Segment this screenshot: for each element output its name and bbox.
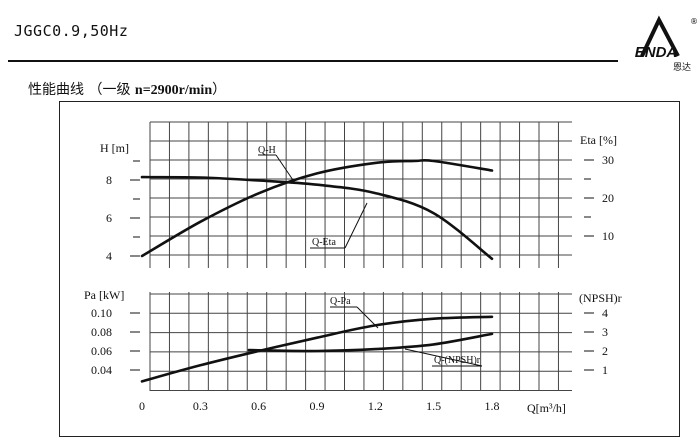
- curve-label-Q-H: Q-H: [258, 145, 276, 156]
- tick-label-Pa: 0.04: [91, 363, 112, 377]
- axis-labels: 4 6 8 10 20 30 0.04 0.06 0.08 0.10 1 2 3 4 H [m] Eta [%…: [84, 133, 622, 415]
- x-tick-label: 1.5: [426, 399, 441, 413]
- tick-label-H: 6: [106, 211, 112, 225]
- tick-label-NPSH: 2: [602, 344, 608, 358]
- tick-label-Eta: 20: [602, 191, 614, 205]
- registered-mark: ®: [690, 17, 698, 26]
- chart-frame: [59, 101, 680, 437]
- tick-label-NPSH: 4: [602, 306, 608, 320]
- x-tick-label: 0.6: [251, 399, 266, 413]
- x-tick-label: 1.2: [368, 399, 383, 413]
- chart-grid: [149, 121, 572, 391]
- tick-label-NPSH: 1: [602, 363, 608, 377]
- curve-label-leader: [344, 202, 368, 249]
- curve-label-leader: [356, 306, 379, 329]
- tick-label-Pa: 0.08: [91, 325, 112, 339]
- logo-cn-text: 恩达: [673, 61, 691, 72]
- axis-ticks: [130, 159, 594, 371]
- curve-Q-Eta: [140, 175, 494, 261]
- tick-label-Eta: 30: [602, 153, 614, 167]
- curve-Q-(NPSH)r: [247, 332, 494, 353]
- model-title: JGGC0.9,50Hz: [14, 22, 129, 40]
- curve-Q-H: [140, 158, 494, 258]
- curve-Q-Pa: [140, 315, 494, 383]
- chart-subtitle: 性能曲线 （一级 n=2900r/min）: [28, 79, 226, 99]
- curve-label-Q-Eta: Q-Eta: [312, 237, 336, 248]
- x-tick-label: 0.9: [310, 399, 325, 413]
- enda-logo: ENDA 恩达 ®: [635, 15, 698, 72]
- curve-label-Q-Pa: Q-Pa: [330, 296, 351, 307]
- logo-roof-mark: [640, 15, 680, 57]
- axis-title-Eta: Eta [%]: [580, 133, 617, 147]
- axis-title-NPSH: (NPSH)r: [579, 291, 622, 305]
- logo-text: ENDA: [635, 44, 678, 61]
- tick-label-H: 4: [106, 249, 112, 263]
- tick-label-Pa: 0.10: [91, 306, 112, 320]
- tick-label-Eta: 10: [602, 229, 614, 243]
- header-rule: [8, 60, 618, 62]
- axis-title-Pa: Pa [kW]: [84, 288, 124, 302]
- x-tick-label: 0.3: [193, 399, 208, 413]
- subtitle-end: ）: [212, 82, 227, 98]
- curves: [140, 158, 494, 383]
- curve-label-leader: [275, 154, 296, 184]
- x-tick-label: 0: [139, 399, 145, 413]
- subtitle-cn: 性能曲线 （一级: [28, 82, 135, 98]
- x-axis-title: Q[m³/h]: [527, 401, 566, 415]
- tick-label-Pa: 0.06: [91, 344, 112, 358]
- curve-label-leader: [404, 348, 483, 367]
- axis-title-H: H [m]: [100, 141, 129, 155]
- tick-label-NPSH: 3: [602, 325, 608, 339]
- subtitle-speed: n=2900r/min: [134, 83, 213, 98]
- x-tick-label: 1.8: [485, 399, 500, 413]
- tick-label-H: 8: [106, 173, 112, 187]
